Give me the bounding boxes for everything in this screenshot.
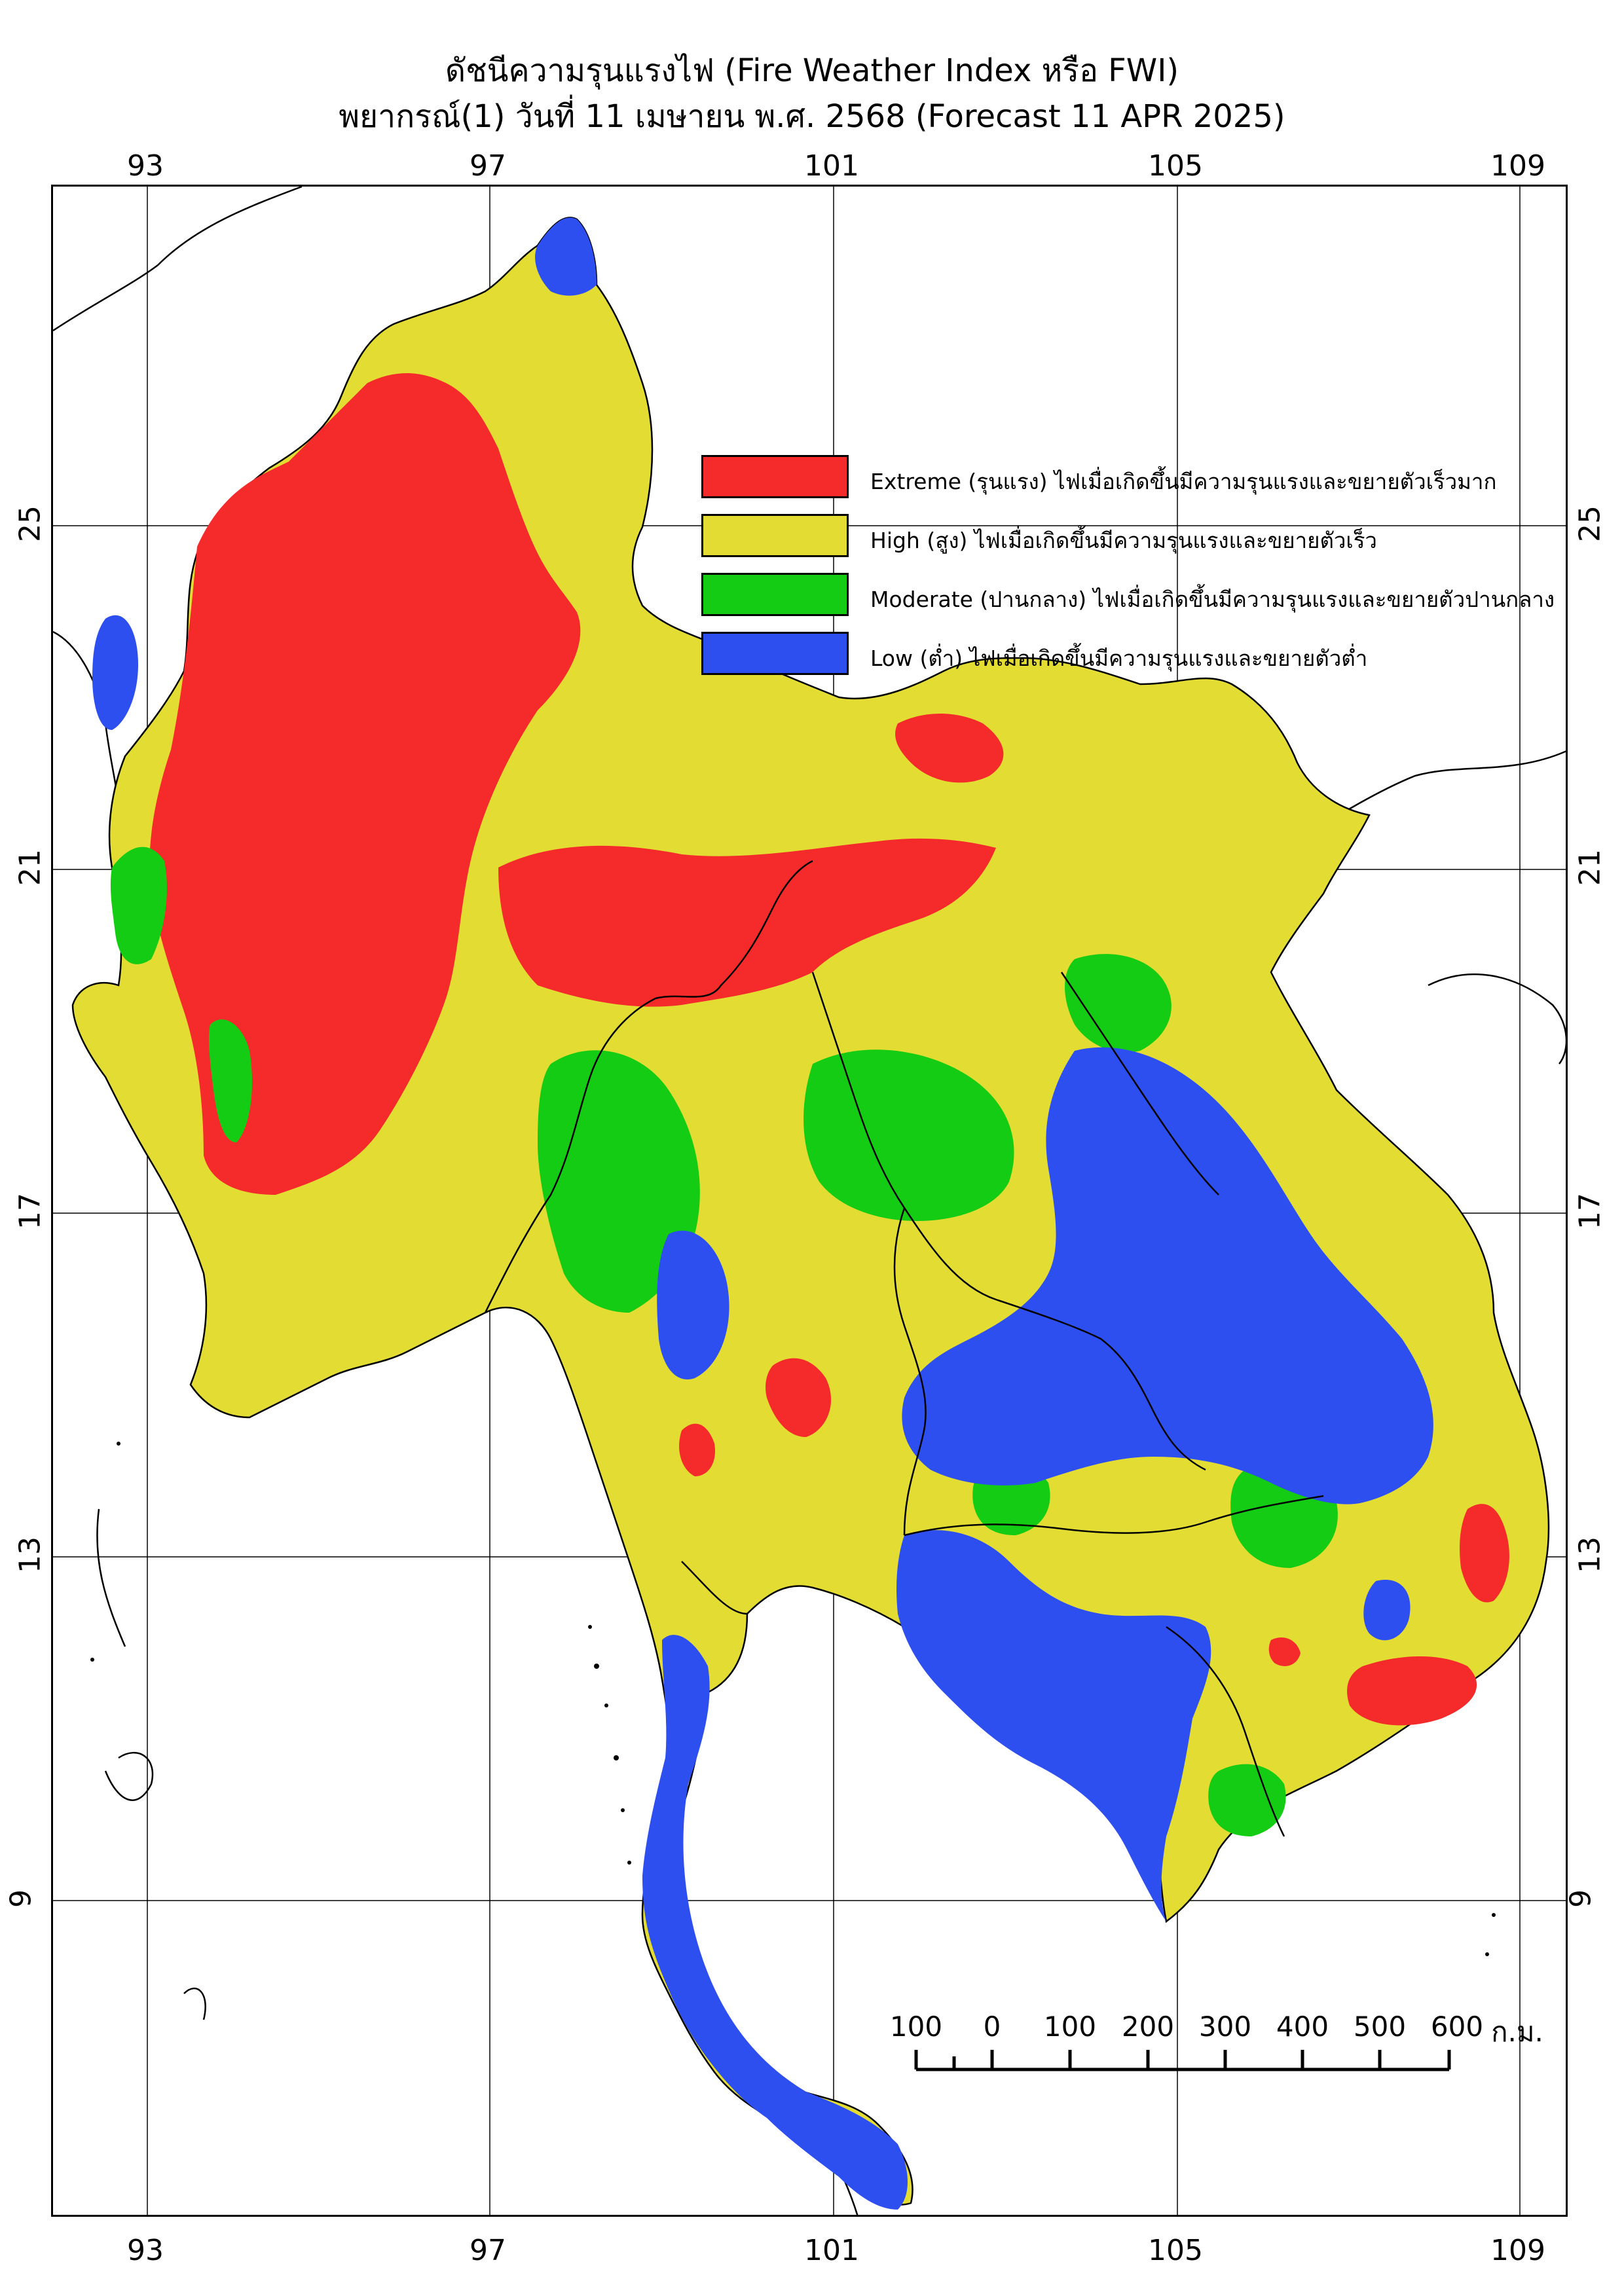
lat-tick-left-25: 25 xyxy=(13,505,47,542)
lon-tick-top-109: 109 xyxy=(1490,149,1545,183)
lat-tick-right-17: 17 xyxy=(1573,1193,1607,1230)
legend-swatch-high xyxy=(701,514,849,557)
legend-item-high: High (สูง) ไฟเมื่อเกิดขึ้นมีความรุนแรงแล… xyxy=(701,514,1566,558)
legend-swatch-low xyxy=(701,632,849,675)
legend-label-low: Low (ต่ำ) ไฟเมื่อเกิดขึ้นมีความรุนแรงและ… xyxy=(870,646,1368,671)
scale-label-100-left: 100 xyxy=(889,2011,943,2043)
scale-unit: ก.ม. xyxy=(1491,2016,1543,2048)
scale-label-100: 100 xyxy=(1043,2011,1097,2043)
legend-label-extreme: Extreme (รุนแรง) ไฟเมื่อเกิดขึ้นมีความรุ… xyxy=(870,469,1497,494)
lat-tick-right-13: 13 xyxy=(1573,1537,1607,1573)
extreme-fwi-areas xyxy=(149,373,1509,1726)
legend-swatch-moderate xyxy=(701,573,849,616)
map-frame: Extreme (รุนแรง) ไฟเมื่อเกิดขึ้นมีความรุ… xyxy=(51,185,1568,2217)
low-fwi-areas xyxy=(92,217,1433,2210)
scale-label-300: 300 xyxy=(1198,2011,1252,2043)
lon-tick-top-101: 101 xyxy=(804,149,859,183)
lon-tick-bottom-105: 105 xyxy=(1148,2234,1203,2267)
lat-tick-left-17: 17 xyxy=(13,1193,47,1230)
legend-item-extreme: Extreme (รุนแรง) ไฟเมื่อเกิดขึ้นมีความรุ… xyxy=(701,455,1566,500)
lon-tick-top-105: 105 xyxy=(1148,149,1203,183)
lat-tick-left-13: 13 xyxy=(13,1537,47,1573)
lat-tick-left-9: 9 xyxy=(4,1889,38,1908)
map-subtitle: พยากรณ์(1) วันที่ 11 เมษายน พ.ศ. 2568 (F… xyxy=(339,98,1285,135)
lat-tick-right-25: 25 xyxy=(1573,505,1607,542)
scale-label-500: 500 xyxy=(1353,2011,1407,2043)
lat-tick-right-9: 9 xyxy=(1564,1889,1598,1908)
lon-tick-top-97: 97 xyxy=(470,149,506,183)
islands xyxy=(90,1442,1496,1956)
scale-label-0: 0 xyxy=(983,2011,1001,2043)
lon-tick-bottom-101: 101 xyxy=(804,2234,859,2267)
lon-tick-top-93: 93 xyxy=(127,149,164,183)
legend-label-moderate: Moderate (ปานกลาง) ไฟเมื่อเกิดขึ้นมีความ… xyxy=(870,587,1555,612)
legend-label-high: High (สูง) ไฟเมื่อเกิดขึ้นมีความรุนแรงแล… xyxy=(870,528,1377,553)
scale-label-200: 200 xyxy=(1121,2011,1175,2043)
lon-tick-bottom-109: 109 xyxy=(1490,2234,1545,2267)
scale-label-600: 600 xyxy=(1430,2011,1484,2043)
map-title: ดัชนีความรุนแรงไฟ (Fire Weather Index หร… xyxy=(445,52,1179,89)
lon-tick-bottom-93: 93 xyxy=(127,2234,164,2267)
lat-tick-left-21: 21 xyxy=(13,849,47,886)
legend-item-low: Low (ต่ำ) ไฟเมื่อเกิดขึ้นมีความรุนแรงและ… xyxy=(701,632,1566,676)
legend-item-moderate: Moderate (ปานกลาง) ไฟเมื่อเกิดขึ้นมีความ… xyxy=(701,573,1566,617)
fwi-map xyxy=(53,187,1566,2215)
lon-tick-bottom-97: 97 xyxy=(470,2234,506,2267)
scale-label-400: 400 xyxy=(1276,2011,1329,2043)
scale-bar-line xyxy=(914,2050,1451,2071)
lat-tick-right-21: 21 xyxy=(1573,849,1607,886)
country-borders xyxy=(484,860,1324,1837)
legend-swatch-extreme xyxy=(701,455,849,498)
